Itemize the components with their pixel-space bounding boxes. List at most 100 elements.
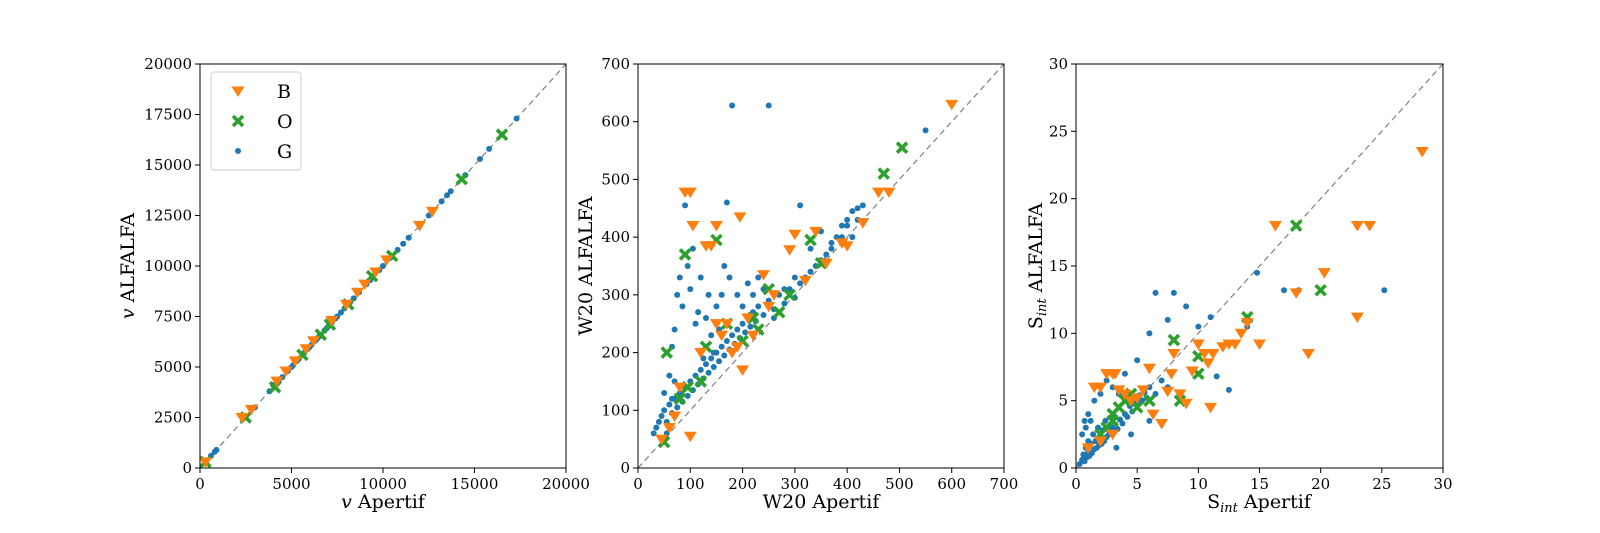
legend-marker-O bbox=[231, 114, 245, 128]
y-axis-label: v ALFALFA bbox=[117, 213, 139, 320]
data-point-B bbox=[762, 301, 776, 313]
data-point-G bbox=[692, 320, 699, 327]
data-point-O bbox=[694, 375, 708, 388]
panel-w20: 0 100 200 300 400 500 600 700 0 100 200 300 400 500 6… bbox=[575, 55, 1018, 513]
data-point-G bbox=[697, 366, 704, 373]
data-point-B bbox=[425, 206, 439, 218]
data-point-B bbox=[1317, 268, 1331, 279]
data-point-B bbox=[1081, 443, 1095, 454]
data-point-G bbox=[726, 274, 733, 281]
data-point-G bbox=[1079, 431, 1086, 438]
data-point-G bbox=[684, 263, 691, 269]
data-point-G bbox=[1207, 314, 1214, 321]
data-point-B bbox=[200, 457, 212, 468]
x-tick-label: 700 bbox=[990, 475, 1019, 493]
data-point-G bbox=[849, 208, 856, 215]
legend-label-B: B bbox=[277, 81, 291, 103]
data-point-B bbox=[767, 290, 781, 301]
data-point-G bbox=[844, 222, 851, 229]
legend-marker-B-shape bbox=[231, 86, 245, 97]
x-tick-label: 200 bbox=[728, 475, 757, 493]
data-point-G bbox=[797, 202, 804, 209]
data-point-G bbox=[1082, 424, 1089, 431]
data-point-B bbox=[1363, 221, 1377, 232]
data-point-G bbox=[838, 222, 845, 229]
data-point-G bbox=[718, 343, 725, 350]
y-tick-label: 5000 bbox=[154, 358, 192, 376]
data-point-B bbox=[1093, 382, 1107, 394]
data-point-O bbox=[804, 233, 817, 247]
data-point-G bbox=[674, 291, 681, 298]
data-point-B bbox=[306, 336, 320, 347]
x-tick-label: 15000 bbox=[451, 475, 499, 493]
data-point-G bbox=[695, 309, 702, 316]
data-point-B bbox=[1240, 318, 1254, 329]
data-point-G bbox=[742, 329, 749, 336]
data-point-G bbox=[729, 332, 736, 339]
data-point-B bbox=[725, 348, 739, 359]
data-point-O bbox=[1167, 333, 1181, 347]
x-tick-label: 25 bbox=[1372, 475, 1391, 493]
data-point-G bbox=[755, 274, 762, 281]
data-point-G bbox=[823, 251, 830, 258]
panel-flux: 0 5 10 15 20 25 30 0 5 10 15 20 25 30 Sint Apertif S… bbox=[1025, 55, 1453, 516]
y-tick-label: 5 bbox=[1058, 392, 1068, 410]
y-tick-label: 10000 bbox=[144, 257, 192, 275]
data-point-G bbox=[1164, 316, 1171, 323]
x-tick-label: 10 bbox=[1189, 475, 1208, 493]
data-point-G bbox=[1128, 431, 1135, 438]
x-tick-label: 0 bbox=[1071, 475, 1081, 493]
data-point-B bbox=[704, 241, 718, 252]
y-tick-label: 0 bbox=[620, 459, 630, 477]
data-point-G bbox=[1213, 373, 1220, 380]
data-point-G bbox=[1087, 417, 1094, 424]
data-point-B bbox=[1197, 348, 1211, 360]
data-point-B bbox=[1173, 389, 1187, 400]
series-layer-B bbox=[200, 206, 439, 468]
data-point-G bbox=[828, 245, 835, 252]
x-axis-label: W20 Apertif bbox=[763, 491, 882, 513]
y-tick-label: 7500 bbox=[154, 308, 192, 326]
data-point-G bbox=[444, 192, 451, 199]
data-point-B bbox=[339, 299, 353, 311]
data-point-G bbox=[922, 127, 929, 134]
data-point-B bbox=[730, 342, 744, 353]
data-point-O bbox=[1314, 283, 1327, 297]
data-point-G bbox=[710, 349, 717, 356]
data-point-G bbox=[734, 291, 741, 298]
data-point-B bbox=[872, 187, 886, 198]
data-point-B bbox=[1167, 348, 1181, 360]
data-point-G bbox=[676, 274, 683, 281]
legend: B O G bbox=[210, 71, 302, 171]
data-point-G bbox=[807, 268, 814, 275]
x-axis-ticks: 0 5000 10000 15000 20000 bbox=[195, 468, 590, 493]
data-point-B bbox=[1206, 348, 1220, 360]
data-point-G bbox=[1081, 417, 1088, 424]
x-tick-label: 20000 bbox=[542, 475, 590, 493]
data-point-B bbox=[358, 279, 372, 291]
data-point-B bbox=[1112, 385, 1126, 396]
data-point-B bbox=[835, 238, 849, 249]
x-axis-ticks: 0 5 10 15 20 25 30 bbox=[1071, 468, 1453, 493]
data-point-G bbox=[447, 188, 454, 195]
data-point-B bbox=[840, 241, 854, 252]
legend-marker-B bbox=[231, 86, 245, 97]
data-point-B bbox=[683, 187, 697, 198]
data-point-G bbox=[682, 202, 689, 209]
data-point-B bbox=[1108, 369, 1122, 380]
y-tick-label: 600 bbox=[601, 113, 630, 131]
data-point-G bbox=[1103, 377, 1110, 384]
data-point-B bbox=[1415, 146, 1429, 158]
data-point-B bbox=[369, 267, 383, 278]
data-point-B bbox=[819, 258, 833, 269]
data-point-G bbox=[760, 312, 767, 319]
data-point-B bbox=[1106, 429, 1120, 441]
x-tick-label: 10000 bbox=[359, 475, 407, 493]
data-point-G bbox=[1097, 390, 1104, 397]
data-point-G bbox=[781, 300, 788, 307]
data-point-B bbox=[1155, 419, 1169, 430]
data-point-B bbox=[1350, 221, 1364, 232]
data-point-G bbox=[721, 263, 728, 269]
legend-label-O: O bbox=[277, 111, 293, 133]
data-point-G bbox=[438, 198, 445, 205]
